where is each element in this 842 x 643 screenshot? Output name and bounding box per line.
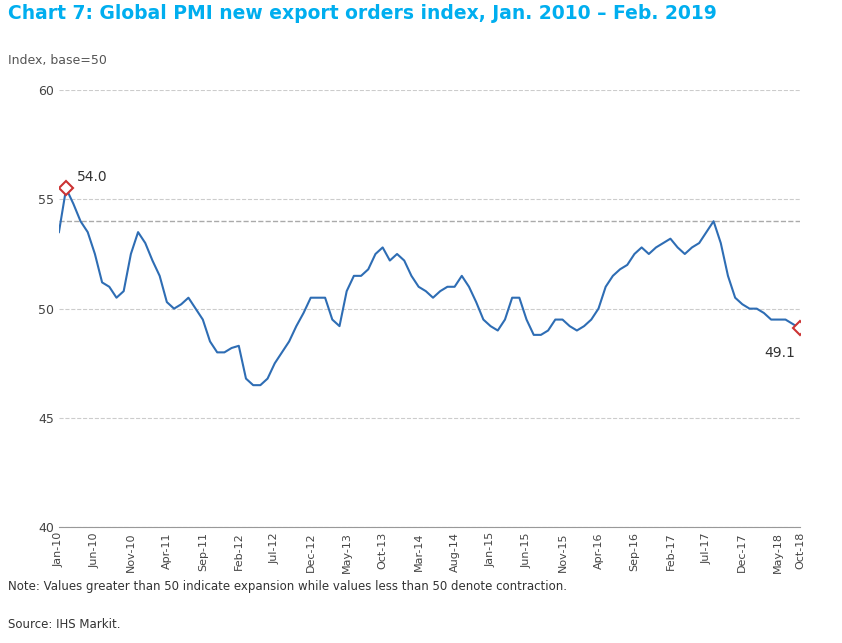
Text: Index, base=50: Index, base=50 [8, 54, 107, 67]
Text: Chart 7: Global PMI new export orders index, Jan. 2010 – Feb. 2019: Chart 7: Global PMI new export orders in… [8, 4, 717, 23]
Text: 49.1: 49.1 [764, 346, 795, 359]
Text: 54.0: 54.0 [77, 170, 108, 184]
Text: Note: Values greater than 50 indicate expansion while values less than 50 denote: Note: Values greater than 50 indicate ex… [8, 580, 568, 593]
Text: Source: IHS Markit.: Source: IHS Markit. [8, 618, 121, 631]
